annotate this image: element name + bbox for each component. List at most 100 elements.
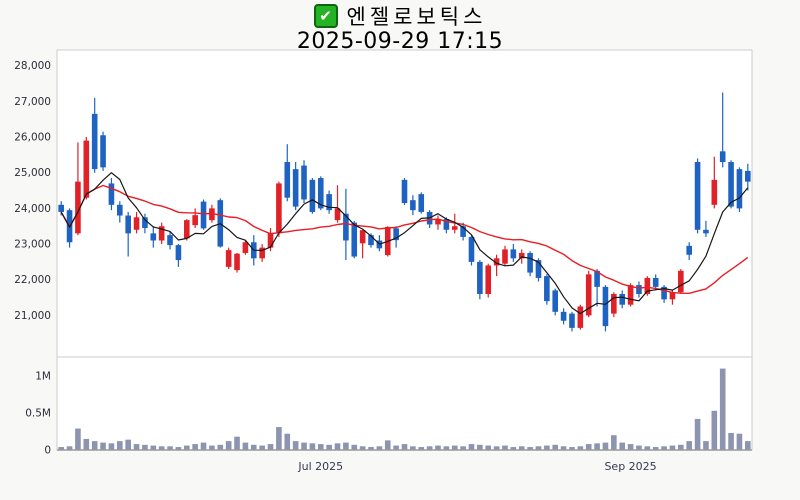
candle-body-down	[142, 217, 148, 229]
candle-body-down	[719, 151, 726, 163]
volume-bar	[736, 433, 743, 450]
candle-body-up	[242, 242, 249, 253]
candle-body-up	[502, 249, 508, 264]
volume-bar	[477, 444, 483, 450]
volume-bar	[359, 446, 366, 450]
volume-bar	[585, 444, 592, 450]
candle-body-down	[150, 233, 157, 241]
volume-bar	[250, 444, 257, 450]
candle-body-down	[661, 286, 667, 300]
candle-body-up	[183, 220, 190, 239]
volume-bar	[326, 444, 332, 450]
chart-title-block: ✔ 엔젤로보틱스 2025-09-29 17:15	[0, 2, 800, 55]
volume-bar	[443, 446, 450, 450]
volume-bar	[468, 444, 475, 450]
volume-bar	[569, 447, 575, 450]
candle-body-down	[117, 204, 123, 216]
volume-bar	[276, 427, 282, 450]
candle-body-down	[326, 194, 332, 211]
candle-body-up	[83, 140, 90, 198]
volume-bar	[401, 444, 408, 450]
volume-bar	[485, 445, 492, 450]
volume-bar	[343, 442, 349, 450]
volume-tick-label: 0	[44, 445, 51, 457]
volume-bar	[384, 440, 391, 450]
candle-body-down	[745, 170, 751, 182]
candle-body-down	[535, 260, 542, 278]
candle-body-down	[301, 165, 307, 200]
candle-body-down	[703, 229, 709, 234]
candle-body-up	[209, 208, 215, 221]
candle-body-up	[585, 274, 592, 316]
candle-body-up	[158, 226, 165, 241]
volume-bar	[636, 445, 642, 450]
candle-body-down	[351, 222, 358, 257]
volume-bar	[209, 445, 215, 450]
volume-bar	[91, 441, 98, 450]
volume-bar	[527, 447, 533, 450]
candle-body-down	[108, 183, 115, 205]
volume-bar	[510, 447, 517, 450]
candle-body-up	[192, 215, 198, 226]
volume-bar	[175, 447, 182, 450]
candle-body-down	[736, 169, 743, 209]
volume-bar	[75, 428, 81, 450]
candle-body-down	[393, 228, 399, 241]
volume-bar	[368, 447, 374, 450]
candle-body-up	[711, 179, 718, 205]
candle-body-down	[728, 162, 734, 207]
candle-body-up	[493, 258, 500, 266]
volume-bar	[108, 443, 115, 450]
volume-bar	[83, 438, 90, 450]
price-tick-label: 21,000	[14, 310, 51, 322]
volume-bar	[703, 441, 709, 450]
price-tick-label: 23,000	[14, 239, 51, 251]
volume-bar	[301, 442, 307, 450]
candle-body-down	[167, 235, 173, 246]
long-moving-average-line	[60, 184, 749, 294]
volume-bar	[267, 444, 274, 450]
volume-bar	[435, 445, 441, 450]
candle-body-up	[267, 233, 274, 248]
candle-body-down	[418, 194, 425, 212]
candle-body-down	[460, 226, 466, 237]
volume-bar	[602, 442, 609, 450]
candle-body-down	[560, 311, 567, 321]
price-tick-label: 26,000	[14, 132, 51, 144]
volume-bar	[142, 444, 148, 450]
volume-bar	[745, 441, 751, 450]
candle-body-up	[678, 270, 684, 293]
candle-body-down	[594, 270, 600, 287]
candle-body-down	[552, 290, 559, 312]
candle-body-down	[569, 313, 575, 328]
volume-bar	[619, 442, 626, 450]
candle-body-up	[669, 292, 676, 300]
candle-body-down	[125, 215, 131, 234]
volume-bar	[544, 445, 550, 450]
candle-body-up	[334, 208, 341, 221]
volume-bar	[502, 445, 508, 450]
candle-body-down	[309, 179, 316, 212]
volume-bar	[66, 446, 73, 450]
volume-bar	[376, 446, 383, 450]
volume-bar	[410, 446, 416, 450]
volume-bar	[518, 446, 525, 450]
volume-bar	[317, 444, 324, 450]
candle-body-down	[686, 245, 692, 255]
volume-bar	[594, 443, 600, 450]
volume-bar	[418, 447, 425, 450]
candle-body-up	[611, 293, 617, 314]
volume-bar	[611, 435, 617, 450]
volume-bar	[686, 441, 692, 450]
candle-body-down	[58, 204, 64, 212]
candle-body-up	[518, 252, 525, 259]
volume-bar	[217, 444, 224, 450]
price-tick-label: 24,000	[14, 203, 51, 215]
volume-bar	[535, 446, 542, 450]
candle-body-down	[468, 236, 475, 262]
volume-bar	[728, 432, 734, 450]
volume-bar	[133, 444, 140, 450]
volume-bar	[309, 443, 316, 450]
volume-bar	[669, 445, 676, 450]
